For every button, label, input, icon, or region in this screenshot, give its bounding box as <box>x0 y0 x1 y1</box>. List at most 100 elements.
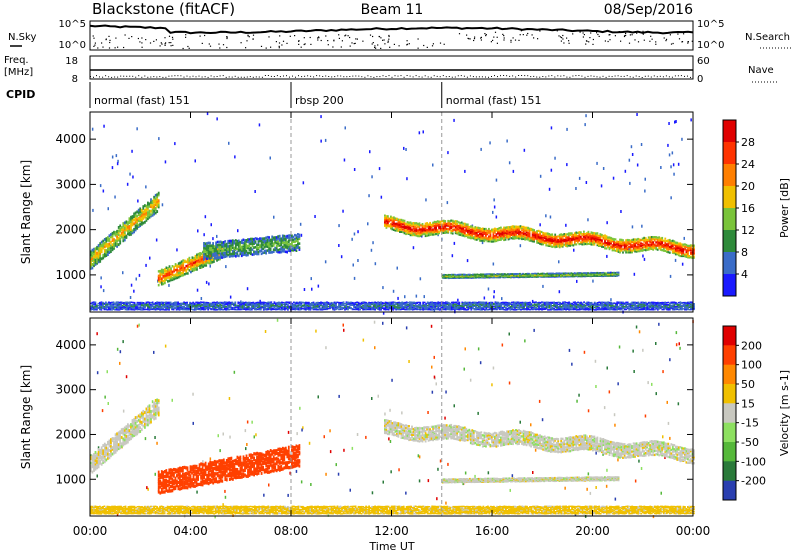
scatter-echo <box>302 181 305 185</box>
echo-cell <box>519 276 521 279</box>
echo-cell <box>114 302 116 304</box>
echo-cell <box>100 240 103 244</box>
echo-cell <box>215 246 217 249</box>
noise-search-point <box>117 46 119 48</box>
noise-search-point <box>596 32 598 34</box>
nave-point <box>641 77 643 78</box>
nave-point <box>620 75 622 77</box>
echo-cell <box>168 306 170 309</box>
echo-cell <box>426 234 428 237</box>
echo-cell <box>252 302 255 304</box>
echo-cell <box>213 257 216 260</box>
echo-cell <box>186 265 189 269</box>
echo-cell <box>517 273 520 275</box>
echo-cell <box>166 307 169 310</box>
scatter-echo <box>669 274 672 278</box>
echo-cell <box>578 273 580 275</box>
noise-search-point <box>338 37 340 39</box>
echo-cell <box>253 246 255 249</box>
echo-cell <box>137 223 140 227</box>
noise-search-point <box>278 45 280 47</box>
echo-cell <box>175 301 178 303</box>
echo-cell <box>224 245 227 248</box>
echo-cell <box>637 240 639 243</box>
echo-cell <box>444 225 447 228</box>
echo-cell <box>250 242 252 246</box>
echo-cell <box>518 225 520 228</box>
echo-cell <box>178 304 181 307</box>
noise-search-point <box>182 47 184 50</box>
echo-cell <box>140 218 143 222</box>
nave-point <box>436 75 438 77</box>
echo-cell <box>688 255 691 258</box>
noise-search-point <box>347 35 349 37</box>
echo-cell <box>495 233 498 236</box>
echo-cell <box>442 228 445 231</box>
echo-cell <box>273 301 276 303</box>
echo-cell <box>166 308 169 311</box>
noise-search-point <box>332 46 334 48</box>
echo-cell <box>613 271 615 274</box>
noise-search-point <box>473 39 475 42</box>
echo-cell <box>500 232 502 235</box>
scatter-echo <box>573 248 575 252</box>
echo-cell <box>196 257 198 260</box>
echo-cell <box>444 230 447 233</box>
echo-cell <box>284 235 287 238</box>
echo-cell <box>162 308 164 311</box>
echo-cell <box>283 234 286 238</box>
echo-cell <box>132 307 134 310</box>
noise-search-point <box>672 42 674 45</box>
scatter-echo <box>495 178 498 182</box>
echo-cell <box>188 261 191 264</box>
scatter-echo <box>311 287 313 291</box>
echo-cell <box>123 302 125 304</box>
echo-cell <box>446 274 449 276</box>
echo-cell <box>103 248 106 252</box>
echo-cell <box>267 306 270 309</box>
nave-point <box>340 75 342 77</box>
echo-cell <box>687 253 689 256</box>
echo-cell <box>677 242 680 245</box>
echo-cell <box>248 247 251 250</box>
echo-cell <box>536 233 538 236</box>
echo-cell <box>488 240 490 243</box>
echo-cell <box>542 236 545 239</box>
echo-cell <box>239 240 242 244</box>
echo-cell <box>220 247 223 250</box>
echo-cell <box>471 234 474 237</box>
echo-cell <box>670 243 673 246</box>
echo-cell <box>592 235 594 238</box>
echo-cell <box>561 245 564 248</box>
echo-cell <box>227 239 230 243</box>
echo-cell <box>502 275 505 277</box>
echo-cell <box>435 224 437 227</box>
echo-cell <box>463 222 466 225</box>
echo-cell <box>687 247 689 250</box>
noise-search-point <box>643 39 645 41</box>
echo-cell <box>237 245 240 248</box>
noise-sky-line <box>89 24 694 35</box>
echo-cell <box>521 225 523 228</box>
echo-cell <box>191 269 194 273</box>
echo-cell <box>205 260 208 263</box>
echo-cell <box>693 249 695 252</box>
echo-cell <box>177 301 179 303</box>
echo-cell <box>165 274 168 277</box>
echo-cell <box>163 306 166 309</box>
echo-cell <box>207 249 210 252</box>
echo-cell <box>278 303 280 306</box>
echo-cell <box>561 233 564 236</box>
nave-point <box>680 75 682 77</box>
echo-cell <box>208 261 211 265</box>
echo-cell <box>531 272 533 275</box>
echo-cell <box>533 232 535 235</box>
echo-cell <box>512 236 514 239</box>
echo-cell <box>512 237 514 240</box>
echo-cell <box>266 235 269 239</box>
echo-cell <box>193 263 195 266</box>
echo-cell <box>253 240 255 243</box>
echo-cell <box>236 250 239 254</box>
echo-cell <box>266 249 269 252</box>
echo-cell <box>418 228 421 231</box>
